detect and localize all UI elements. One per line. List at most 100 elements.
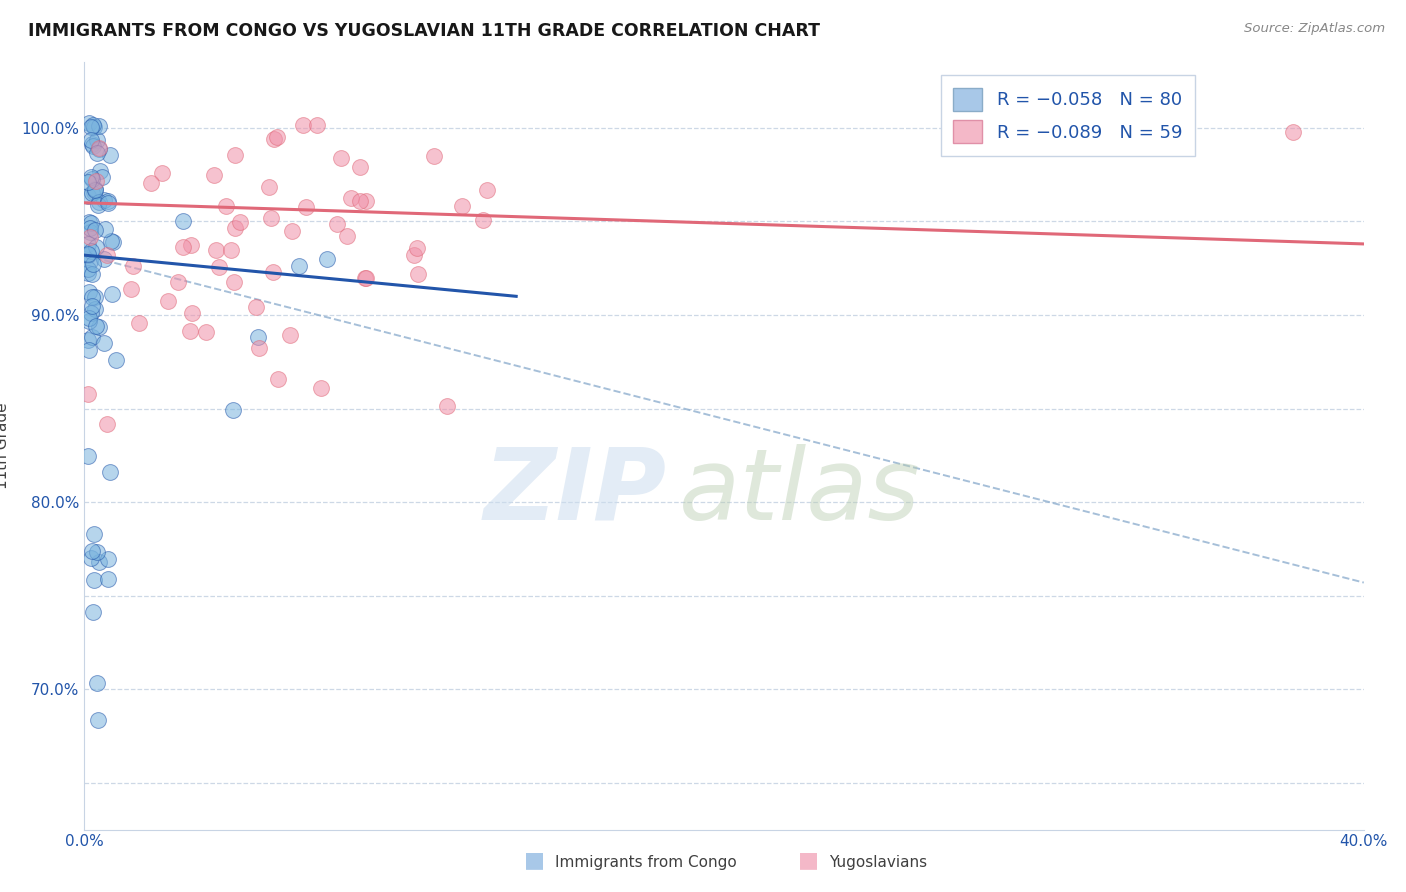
Point — [194, 326, 217, 340]
Point — [98, 147, 121, 161]
Point — [80, 120, 103, 135]
Point — [77, 310, 100, 325]
Point — [84, 290, 107, 304]
Point — [172, 239, 194, 253]
Point — [93, 252, 115, 267]
Point — [86, 133, 108, 147]
Point — [96, 417, 118, 431]
Point — [89, 164, 111, 178]
Point — [267, 372, 290, 386]
Point — [80, 186, 103, 200]
Point — [262, 265, 284, 279]
Point — [76, 246, 98, 260]
Point — [309, 381, 332, 395]
Point — [120, 283, 142, 297]
Point — [222, 402, 245, 417]
Point — [84, 318, 107, 333]
Point — [83, 301, 105, 316]
Point — [97, 196, 120, 211]
Point — [80, 543, 103, 558]
Y-axis label: 11th Grade: 11th Grade — [0, 402, 10, 490]
Point — [80, 267, 103, 281]
Point — [79, 225, 101, 239]
Point — [266, 129, 288, 144]
Point — [96, 247, 118, 261]
Point — [202, 168, 225, 182]
Point — [79, 221, 101, 235]
Point — [83, 527, 105, 541]
Point — [79, 116, 101, 130]
Point — [121, 260, 143, 274]
Point — [89, 319, 111, 334]
Point — [93, 193, 115, 207]
Point — [356, 194, 378, 208]
Point — [353, 271, 375, 285]
Point — [83, 186, 105, 200]
Point — [139, 176, 162, 190]
Point — [89, 194, 111, 209]
Point — [86, 145, 108, 160]
Point — [229, 215, 252, 229]
Point — [76, 247, 98, 261]
Point — [82, 171, 104, 186]
Point — [208, 260, 231, 274]
Point — [402, 248, 425, 262]
Point — [82, 138, 104, 153]
Point — [172, 214, 194, 228]
Point — [87, 713, 110, 727]
Point — [82, 136, 104, 151]
Point — [326, 217, 349, 231]
Point — [215, 199, 238, 213]
Point — [307, 118, 329, 132]
Point — [354, 271, 377, 285]
Point — [349, 194, 371, 208]
Point — [98, 466, 121, 480]
Point — [76, 449, 98, 463]
Point — [330, 151, 353, 165]
Point — [224, 220, 246, 235]
Point — [76, 387, 98, 401]
Point — [97, 551, 120, 566]
Point — [86, 198, 108, 212]
Point — [104, 352, 127, 367]
Point — [76, 236, 98, 251]
Point — [224, 148, 246, 162]
Point — [86, 174, 108, 188]
Point — [84, 223, 107, 237]
Point — [87, 142, 110, 156]
Point — [82, 300, 104, 314]
Point — [80, 330, 103, 344]
Text: ZIP: ZIP — [484, 443, 666, 541]
Point — [180, 306, 202, 320]
Point — [219, 243, 242, 257]
Text: Immigrants from Congo: Immigrants from Congo — [555, 855, 737, 870]
Point — [436, 399, 458, 413]
Point — [82, 257, 104, 271]
Point — [405, 241, 427, 255]
Point — [128, 316, 150, 330]
Point — [94, 221, 117, 235]
Point — [80, 169, 103, 184]
Point — [84, 183, 107, 197]
Point — [97, 573, 120, 587]
Point — [247, 341, 270, 355]
Point — [79, 216, 101, 230]
Point — [294, 200, 316, 214]
Point — [472, 212, 495, 227]
Point — [336, 229, 359, 244]
Point — [179, 324, 201, 338]
Point — [280, 327, 302, 342]
Point — [80, 306, 103, 320]
Point — [89, 141, 111, 155]
Point — [76, 262, 98, 277]
Point — [84, 182, 107, 196]
Point — [86, 240, 108, 254]
Point — [79, 254, 101, 268]
Point — [156, 294, 179, 309]
Point — [80, 551, 103, 566]
Point — [93, 335, 115, 350]
Point — [222, 275, 245, 289]
Point — [423, 149, 446, 163]
Point — [77, 343, 100, 357]
Point — [475, 183, 498, 197]
